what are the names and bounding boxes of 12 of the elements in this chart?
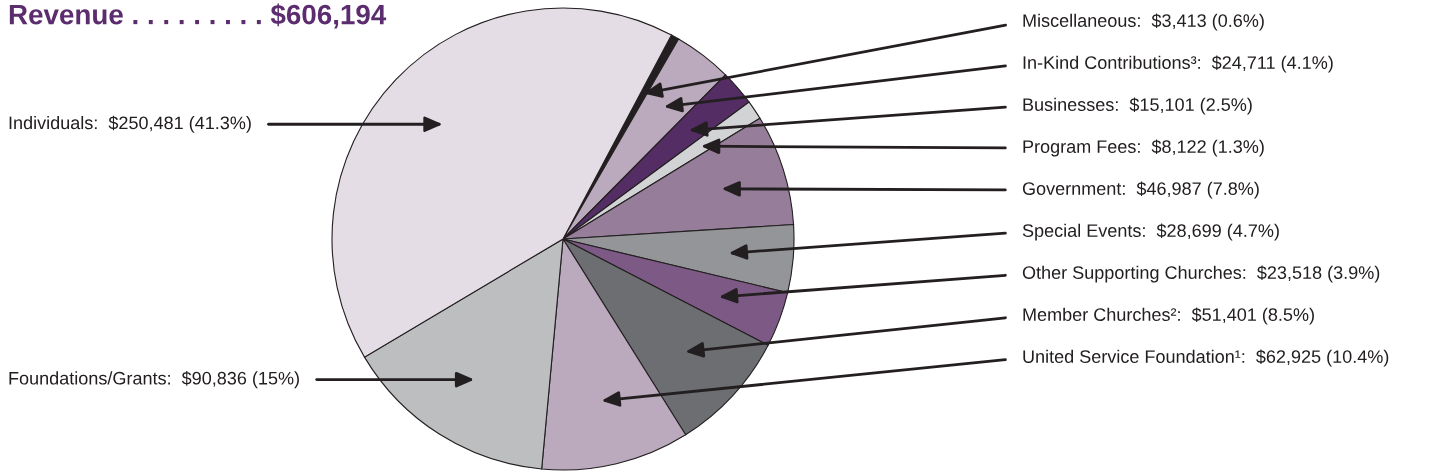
slice-label: Businesses: $15,101 (2.5%) — [1023, 97, 1252, 115]
chart-title: Revenue . . . . . . . . . $606,194 — [9, 3, 387, 29]
slice-label: In-Kind Contributions³: $24,711 (4.1%) — [1023, 55, 1333, 73]
slice-label: Special Events: $28,699 (4.7%) — [1022, 223, 1279, 241]
slice-label: Miscellaneous: $3,413 (0.6%) — [1023, 13, 1264, 31]
slice-label: Individuals: $250,481 (41.3%) — [9, 115, 251, 133]
slice-label: Other Supporting Churches: $23,518 (3.9%) — [1022, 265, 1380, 283]
slice-label: Program Fees: $8,122 (1.3%) — [1023, 139, 1264, 157]
slice-label: Member Churches²: $51,401 (8.5%) — [1023, 307, 1314, 325]
slice-label: Foundations/Grants: $90,836 (15%) — [9, 371, 299, 389]
slice-label: United Service Foundation¹: $62,925 (10.4%) — [1023, 349, 1389, 367]
slice-label: Government: $46,987 (7.8%) — [1022, 181, 1259, 199]
